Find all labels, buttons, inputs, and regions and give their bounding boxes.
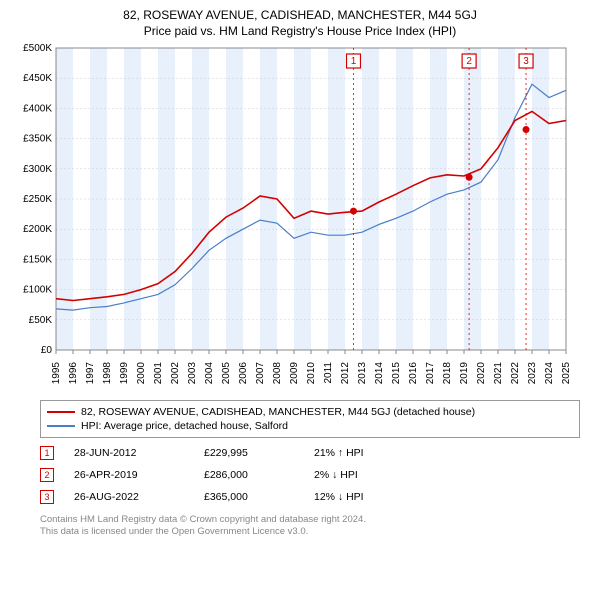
svg-text:2021: 2021 (493, 362, 504, 385)
svg-text:2006: 2006 (238, 362, 249, 385)
svg-text:£350K: £350K (23, 134, 52, 145)
tx-date: 28-JUN-2012 (74, 447, 184, 459)
svg-text:2013: 2013 (357, 362, 368, 385)
tx-date: 26-AUG-2022 (74, 491, 184, 503)
svg-text:£400K: £400K (23, 103, 52, 114)
tx-delta: 2% ↓ HPI (314, 469, 424, 481)
legend: 82, ROSEWAY AVENUE, CADISHEAD, MANCHESTE… (40, 400, 580, 438)
legend-label-hpi: HPI: Average price, detached house, Salf… (81, 420, 288, 432)
svg-text:1995: 1995 (51, 362, 62, 385)
svg-text:2016: 2016 (408, 362, 419, 385)
svg-text:£100K: £100K (23, 285, 52, 296)
plot-area: £0 £50K £100K £150K £200K £250K £300K £350K £400… (14, 44, 574, 394)
legend-swatch-property (47, 411, 75, 413)
legend-swatch-hpi (47, 425, 75, 427)
tx-marker-2: 2 (40, 468, 54, 482)
svg-text:2000: 2000 (136, 362, 147, 385)
address-title: 82, ROSEWAY AVENUE, CADISHEAD, MANCHESTE… (10, 8, 590, 22)
svg-text:2025: 2025 (561, 362, 572, 385)
table-row: 2 26-APR-2019 £286,000 2% ↓ HPI (40, 464, 580, 486)
svg-text:£500K: £500K (23, 44, 52, 54)
chart-container: 82, ROSEWAY AVENUE, CADISHEAD, MANCHESTE… (0, 0, 600, 590)
svg-text:£150K: £150K (23, 254, 52, 265)
tx-price: £365,000 (204, 491, 294, 503)
tx-delta: 21% ↑ HPI (314, 447, 424, 459)
svg-text:2001: 2001 (153, 362, 164, 385)
svg-text:£450K: £450K (23, 73, 52, 84)
svg-text:1997: 1997 (85, 362, 96, 385)
legend-label-property: 82, ROSEWAY AVENUE, CADISHEAD, MANCHESTE… (81, 406, 475, 418)
svg-text:£200K: £200K (23, 224, 52, 235)
chart-subtitle: Price paid vs. HM Land Registry's House … (10, 24, 590, 38)
svg-text:1999: 1999 (119, 362, 130, 385)
svg-text:2014: 2014 (374, 362, 385, 385)
svg-text:2020: 2020 (476, 362, 487, 385)
svg-text:2011: 2011 (323, 362, 334, 384)
titles: 82, ROSEWAY AVENUE, CADISHEAD, MANCHESTE… (10, 8, 590, 38)
svg-text:2009: 2009 (289, 362, 300, 385)
svg-text:2022: 2022 (510, 362, 521, 385)
svg-text:£0: £0 (41, 345, 53, 356)
chart-svg: £0 £50K £100K £150K £200K £250K £300K £350K £400… (14, 44, 574, 394)
tx-date: 26-APR-2019 (74, 469, 184, 481)
tx-price: £229,995 (204, 447, 294, 459)
svg-text:1: 1 (351, 56, 357, 67)
svg-text:2002: 2002 (170, 362, 181, 385)
svg-text:£300K: £300K (23, 164, 52, 175)
svg-text:3: 3 (523, 56, 529, 67)
svg-text:2012: 2012 (340, 362, 351, 385)
tx-delta: 12% ↓ HPI (314, 491, 424, 503)
svg-text:2004: 2004 (204, 362, 215, 385)
tx-marker-1: 1 (40, 446, 54, 460)
svg-text:2: 2 (466, 56, 472, 67)
svg-text:2024: 2024 (544, 362, 555, 385)
table-row: 1 28-JUN-2012 £229,995 21% ↑ HPI (40, 442, 580, 464)
svg-text:2003: 2003 (187, 362, 198, 385)
tx-marker-3: 3 (40, 490, 54, 504)
footer: Contains HM Land Registry data © Crown c… (40, 514, 580, 539)
svg-text:2023: 2023 (527, 362, 538, 385)
legend-row-hpi: HPI: Average price, detached house, Salf… (47, 419, 573, 433)
svg-text:2018: 2018 (442, 362, 453, 385)
transaction-table: 1 28-JUN-2012 £229,995 21% ↑ HPI 2 26-AP… (40, 442, 580, 508)
svg-text:£250K: £250K (23, 194, 52, 205)
table-row: 3 26-AUG-2022 £365,000 12% ↓ HPI (40, 486, 580, 508)
tx-price: £286,000 (204, 469, 294, 481)
svg-text:1998: 1998 (102, 362, 113, 385)
footer-line2: This data is licensed under the Open Gov… (40, 526, 580, 538)
svg-text:£50K: £50K (29, 315, 53, 326)
svg-text:2007: 2007 (255, 362, 266, 385)
legend-row-property: 82, ROSEWAY AVENUE, CADISHEAD, MANCHESTE… (47, 405, 573, 419)
svg-text:2017: 2017 (425, 362, 436, 385)
footer-line1: Contains HM Land Registry data © Crown c… (40, 514, 580, 526)
svg-text:2019: 2019 (459, 362, 470, 385)
svg-text:2008: 2008 (272, 362, 283, 385)
svg-text:2015: 2015 (391, 362, 402, 385)
svg-text:1996: 1996 (68, 362, 79, 385)
svg-text:2005: 2005 (221, 362, 232, 385)
svg-text:2010: 2010 (306, 362, 317, 385)
